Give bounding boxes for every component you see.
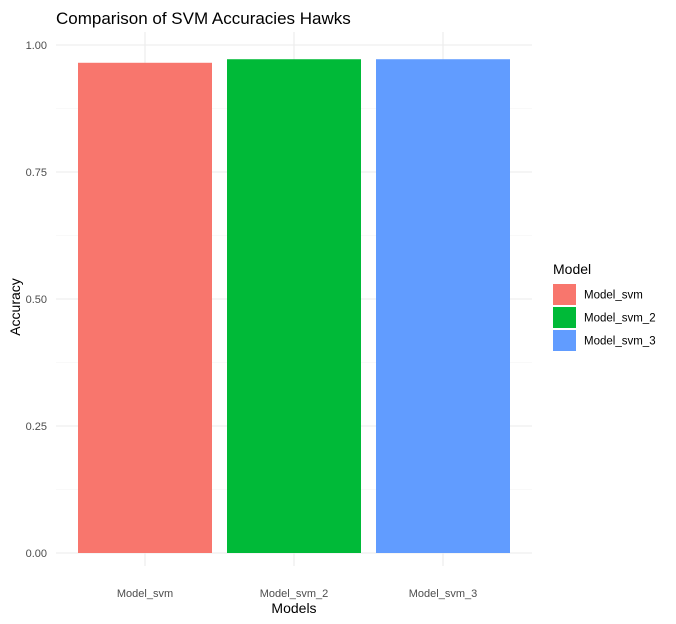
y-tick-label: 0.50 (26, 294, 47, 306)
y-tick-label: 0.75 (26, 167, 47, 179)
bar-model-svm-2 (227, 59, 361, 553)
x-tick-label: Model_svm_2 (260, 588, 328, 600)
legend-key-model-svm-2 (553, 307, 576, 328)
bar-layer (78, 59, 510, 553)
y-axis-title: Accuracy (7, 278, 23, 336)
legend-label: Model_svm (584, 290, 643, 302)
y-tick-label: 0.00 (26, 548, 47, 560)
y-axis-ticks: 0.00 0.25 0.50 0.75 1.00 (26, 40, 47, 560)
x-axis-ticks: Model_svm Model_svm_2 Model_svm_3 (117, 588, 477, 600)
x-axis-title: Models (271, 600, 316, 616)
x-tick-label: Model_svm (117, 588, 173, 600)
legend: Model Model_svm Model_svm_2 Model_svm_3 (553, 261, 656, 351)
legend-key-model-svm-3 (553, 330, 576, 351)
x-tick-label: Model_svm_3 (409, 588, 477, 600)
legend-key-model-svm (553, 284, 576, 305)
y-tick-label: 1.00 (26, 40, 47, 52)
legend-label: Model_svm_2 (584, 313, 656, 325)
bar-model-svm-3 (376, 59, 510, 553)
legend-title: Model (553, 261, 591, 277)
bar-model-svm (78, 62, 212, 553)
y-tick-label: 0.25 (26, 421, 47, 433)
chart-title: Comparison of SVM Accuracies Hawks (56, 9, 351, 28)
legend-label: Model_svm_3 (584, 336, 656, 348)
legend-items: Model_svm Model_svm_2 Model_svm_3 (553, 284, 656, 351)
